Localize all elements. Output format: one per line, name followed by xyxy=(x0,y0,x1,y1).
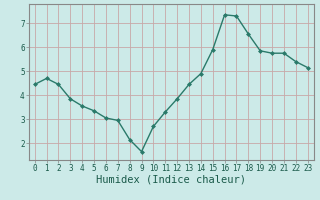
X-axis label: Humidex (Indice chaleur): Humidex (Indice chaleur) xyxy=(96,175,246,185)
